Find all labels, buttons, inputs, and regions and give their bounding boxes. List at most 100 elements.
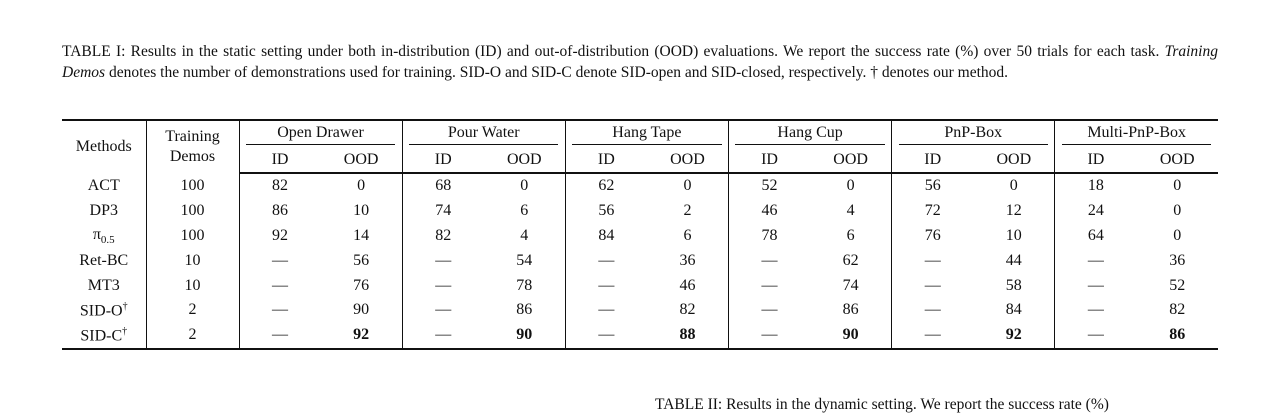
ood-value: 46 [679,276,696,294]
id-value: — [728,273,811,298]
ood-value: 4 [846,202,855,220]
id-value: — [1054,297,1137,323]
id-value: — [891,248,974,274]
task-header: Hang Tape [564,119,729,148]
ood-value: 76 [353,276,370,294]
task-name: Multi-PnP-Box [1061,124,1212,145]
ood-value: 92 [320,322,403,350]
id-value: 84 [564,223,647,249]
id-value: 62 [564,173,647,199]
method-cell: DP3 [62,199,146,224]
ood-value: 10 [353,202,370,220]
row: DP3 100 86 10 74 6 56 2 46 4 72 12 24 0 [62,198,1218,224]
ood-value: 4 [520,226,529,244]
ood-value: 0 [1173,226,1182,244]
id-value: — [401,273,484,298]
id-value: — [728,297,811,323]
method: MT3 [87,276,120,294]
ood-value: 78 [516,276,533,294]
row: Ret-BC 10 — 56 — 54 — 36 — 62 — 44 — 36 [62,248,1218,274]
demos: 2 [145,322,240,350]
demos: 100 [145,173,240,199]
id-header: ID [891,148,974,174]
task-name: Hang Cup [735,124,885,145]
ood-value: 74 [842,276,859,294]
ood-value: 36 [679,251,696,269]
task-header: Multi-PnP-Box [1054,119,1218,148]
method: SID-O [79,302,123,320]
ood-header: OOD [1136,148,1218,174]
id-value: 68 [401,173,484,199]
ood-value: 44 [1005,251,1022,269]
ood-value: 6 [846,226,855,244]
id-value: 18 [1054,173,1137,199]
method: π [92,225,101,243]
ood-value: 0 [357,177,366,195]
method-sup: † [122,300,128,312]
ood-value: 14 [353,226,370,244]
ood-value: 10 [1005,226,1022,244]
id-value: 46 [728,198,811,224]
ood-value: 56 [353,251,370,269]
ood-value: 6 [683,226,692,244]
method: Ret-BC [79,251,129,269]
method: ACT [87,176,120,194]
ood-header: OOD [320,148,403,174]
ood-value: 0 [1173,177,1182,195]
method-cell: SID-O† [62,298,146,323]
ood-value: 6 [520,202,529,220]
ood-value: 62 [842,251,859,269]
next-caption: TABLE II: Results in the dynamic setting… [655,396,1109,413]
id-value: — [891,322,974,350]
ood-value: 86 [842,301,859,319]
ood-value: 90 [353,301,370,319]
ood-value: 88 [646,322,729,350]
task-header: Pour Water [401,119,566,148]
ood-value: 0 [520,177,529,195]
caption-tail: denotes the number of demonstrations use… [105,63,1009,81]
row: MT3 10 — 76 — 78 — 46 — 74 — 58 — 52 [62,273,1218,298]
id-value: 86 [272,202,289,220]
id-value: — [891,273,974,298]
ood-value: 0 [846,177,855,195]
id-value: — [891,297,974,323]
ood-value: 86 [1136,322,1218,350]
task-name: PnP-Box [898,124,1048,145]
ood-value: 0 [1009,177,1018,195]
task-header: PnP-Box [891,119,1055,148]
ood-value: 0 [1173,202,1182,220]
caption-lead: TABLE I: Results in the static setting u… [62,43,1165,60]
id-header: ID [1054,148,1137,174]
method: DP3 [89,202,118,220]
ood-value: 90 [810,322,892,350]
task-name: Pour Water [409,124,559,145]
id-value: 24 [1054,198,1137,224]
id-value: 82 [272,177,289,195]
ood-value: 36 [1169,251,1186,269]
ood-value: 2 [683,202,692,220]
task-header: Open Drawer [239,119,403,148]
ood-header: OOD [810,148,892,174]
id-value: — [1054,248,1137,274]
ood-header: OOD [973,148,1055,174]
caption: TABLE I: Results in the static setting u… [62,42,1218,83]
id-value: — [401,248,484,274]
ood-header: OOD [483,148,566,174]
ood-value: 52 [1169,276,1186,294]
id-value: 56 [891,173,974,199]
id-value: — [728,248,811,274]
method-sup: † [122,325,128,337]
demos: 2 [145,297,240,323]
method-cell: ACT [62,173,146,199]
id-value: 82 [401,223,484,249]
method-cell: Ret-BC [62,248,146,273]
id-value: 74 [401,198,484,224]
id-value: — [564,273,647,298]
ood-header: OOD [646,148,729,174]
id-value: 92 [272,226,289,244]
id-value: — [401,322,484,350]
task-name: Open Drawer [245,124,396,145]
id-value: — [239,322,321,350]
id-value: — [1054,273,1137,298]
ood-value: 86 [516,301,533,319]
